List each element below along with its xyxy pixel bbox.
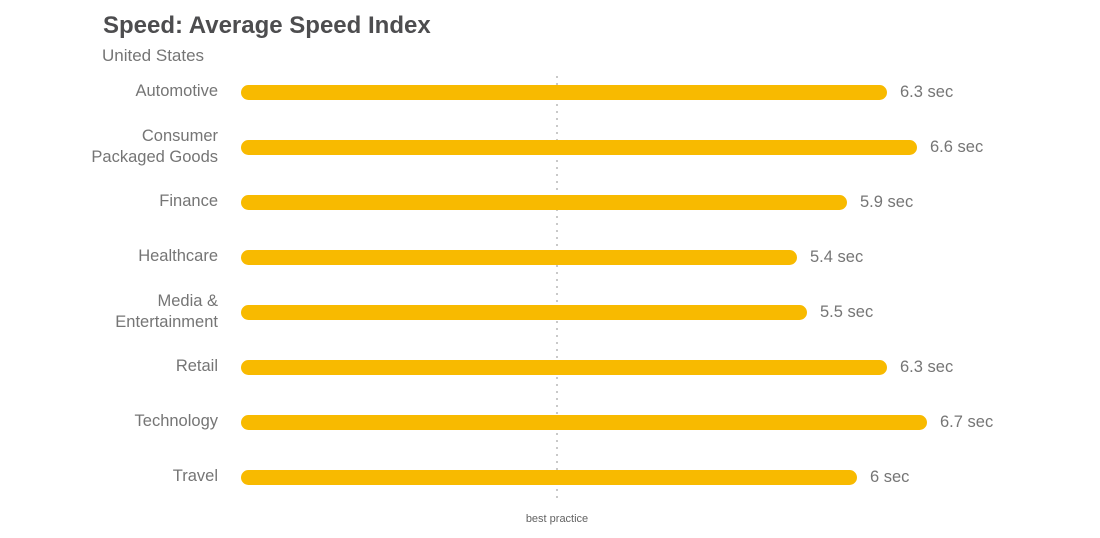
value-label: 6.6 sec — [930, 137, 984, 156]
value-label: 6.3 sec — [900, 357, 954, 376]
chart-row: Automotive 6.3 sec — [0, 65, 1100, 119]
chart-row: Media & Entertainment 5.5 sec — [0, 285, 1100, 339]
value-bar — [241, 469, 857, 485]
value-bar — [241, 84, 887, 100]
value-bar — [241, 249, 797, 265]
value-label: 5.9 sec — [860, 192, 914, 211]
category-label: Retail — [175, 357, 218, 376]
value-label: 5.4 sec — [810, 247, 864, 266]
value-label: 6 sec — [870, 467, 910, 486]
best-practice-label: best practice — [525, 513, 589, 525]
chart-row: Healthcare 5.4 sec — [0, 230, 1100, 284]
value-bar — [241, 359, 887, 375]
category-label: Consumer Packaged Goods — [91, 126, 218, 167]
value-bar — [241, 304, 807, 320]
chart-title: Speed: Average Speed Index — [103, 12, 431, 39]
category-label: Healthcare — [138, 247, 218, 266]
chart-row: Retail 6.3 sec — [0, 340, 1100, 394]
category-label: Finance — [159, 192, 218, 211]
chart-row: Consumer Packaged Goods 6.6 sec — [0, 120, 1100, 174]
chart-row: Technology 6.7 sec — [0, 395, 1100, 449]
category-label: Technology — [134, 412, 218, 431]
value-bar — [241, 194, 847, 210]
category-label: Automotive — [135, 82, 218, 101]
value-label: 6.7 sec — [940, 412, 994, 431]
category-label: Travel — [172, 467, 218, 486]
category-label: Media & Entertainment — [115, 291, 218, 332]
chart-subtitle: United States — [102, 46, 205, 65]
value-label: 6.3 sec — [900, 82, 954, 101]
chart-row: Travel 6 sec — [0, 450, 1100, 504]
chart-row: Finance 5.9 sec — [0, 175, 1100, 229]
value-bar — [241, 414, 927, 430]
value-label: 5.5 sec — [820, 302, 874, 321]
best-practice-reference-line — [556, 76, 558, 500]
value-bar — [241, 139, 917, 155]
